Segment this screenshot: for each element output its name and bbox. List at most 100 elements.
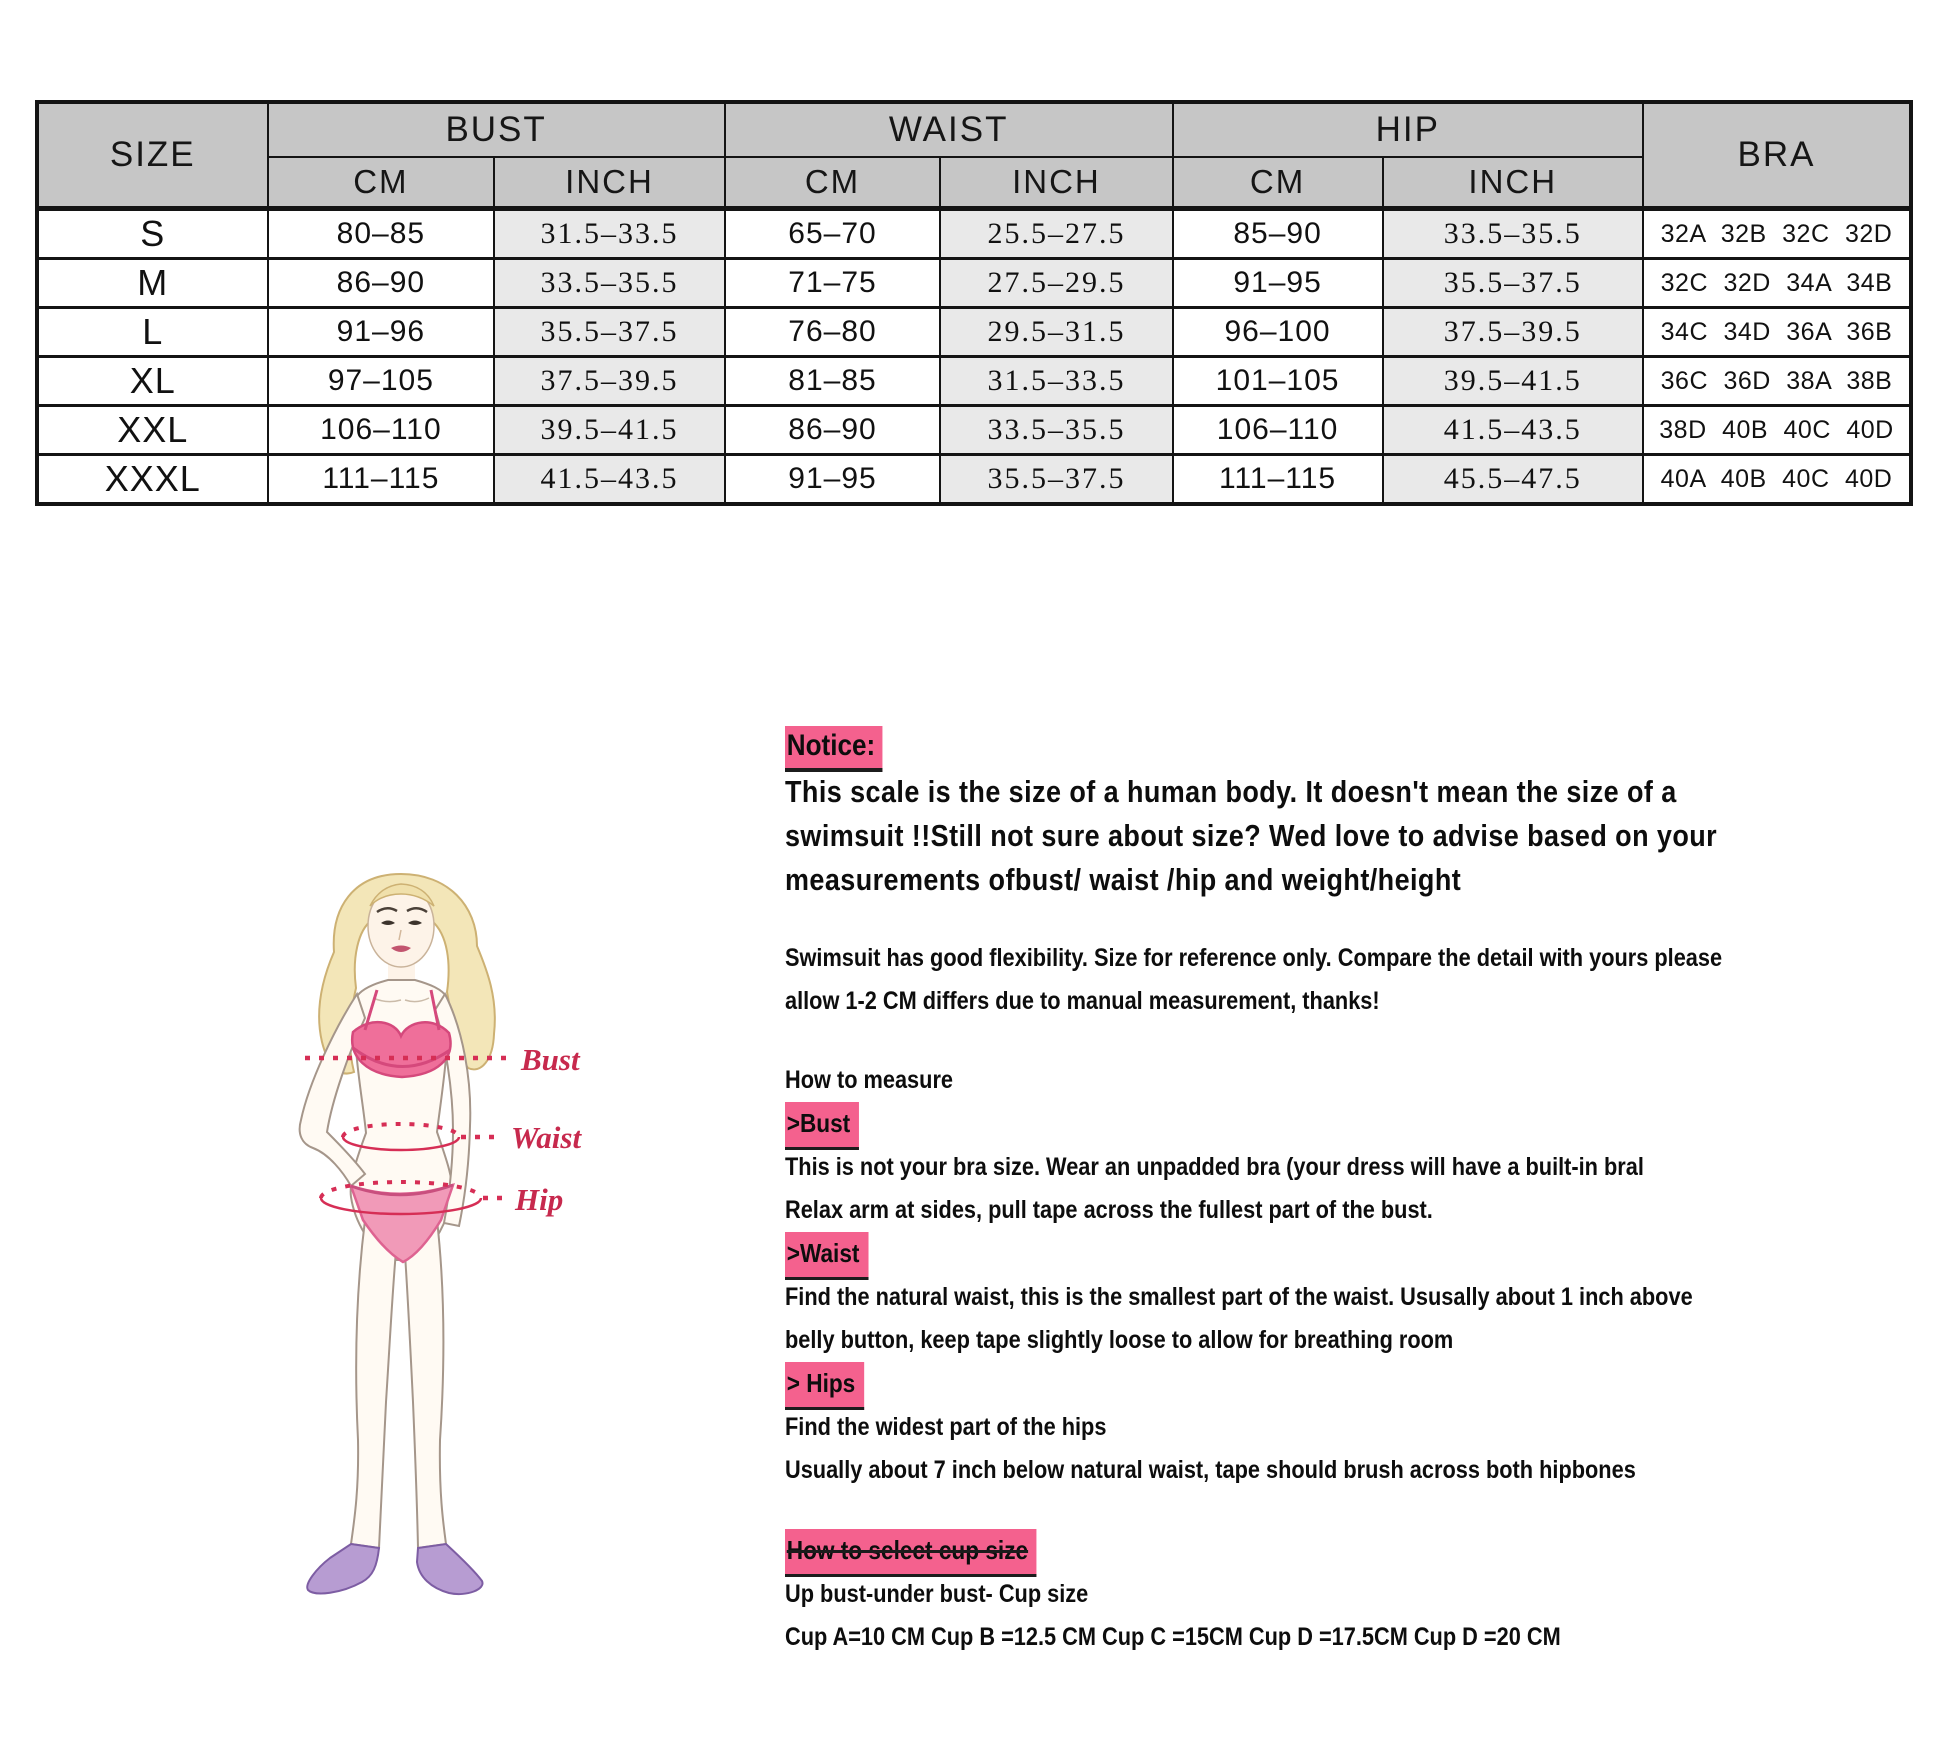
waist-cm-cell: 71–75: [723, 257, 942, 309]
waist-heading-highlight: >Waist: [785, 1232, 869, 1280]
header-waist-cm: CM: [723, 156, 942, 210]
bust-cm-cell: 91–96: [266, 306, 496, 358]
bust-cm-cell: 86–90: [266, 257, 496, 309]
notice-intro-line: measurements ofbust/ waist /hip and weig…: [785, 862, 1462, 897]
hair-fringe: [369, 883, 435, 907]
bikini-strap-left: [363, 989, 379, 1031]
lips: [391, 945, 411, 952]
header-hip-inch: INCH: [1381, 156, 1644, 210]
hips-section-heading: > Hips: [785, 1362, 1912, 1410]
arm-right: [433, 991, 472, 1228]
waist-instruction-line: Find the natural waist, this is the smal…: [785, 1283, 1693, 1311]
cup-size-heading: How to select cup size: [785, 1529, 1912, 1577]
bikini-strap-right: [429, 989, 441, 1031]
hip-cm-cell: 106–110: [1171, 404, 1384, 456]
waist-inch-cell: 33.5–35.5: [939, 404, 1174, 456]
hip-cm-cell: 101–105: [1171, 355, 1384, 407]
size-label: L: [36, 306, 269, 358]
bust-inch-cell: 39.5–41.5: [493, 404, 726, 456]
hips-heading-highlight: > Hips: [785, 1362, 864, 1410]
waist-inch-cell: 27.5–29.5: [939, 257, 1174, 309]
size-label: XL: [36, 355, 269, 407]
bra-cell: 38D 40B 40C 40D: [1641, 404, 1913, 456]
waist-cm-cell: 91–95: [723, 453, 942, 505]
table-row-xxxl: XXXL 111–115 41.5–43.5 91–95 35.5–37.5 1…: [36, 453, 1913, 505]
header-size: SIZE: [36, 101, 269, 210]
header-waist: WAIST: [723, 101, 1174, 158]
waist-inch-cell: 35.5–37.5: [939, 453, 1174, 505]
figure-illustration: Bust Waist Hip: [298, 872, 582, 1595]
nose: [398, 929, 402, 941]
waist-cm-cell: 81–85: [723, 355, 942, 407]
notice-column: Notice: This scale is the size of a huma…: [785, 726, 1912, 1659]
notice-intro-line: This scale is the size of a human body. …: [785, 774, 1677, 809]
size-label: XXL: [36, 404, 269, 456]
bust-inch-cell: 37.5–39.5: [493, 355, 726, 407]
arm-left: [298, 991, 367, 1188]
bust-instruction-line: This is not your bra size. Wear an unpad…: [785, 1153, 1644, 1181]
measurement-figure: Bust Waist Hip: [205, 680, 625, 1620]
header-bust: BUST: [266, 101, 726, 158]
header-hip-cm: CM: [1171, 156, 1384, 210]
bust-cm-cell: 111–115: [266, 453, 496, 505]
hip-cm-cell: 85–90: [1171, 207, 1384, 260]
bust-cm-cell: 97–105: [266, 355, 496, 407]
waist-cm-cell: 86–90: [723, 404, 942, 456]
bra-cell: 36C 36D 38A 38B: [1641, 355, 1913, 407]
cup-size-line: Up bust-under bust- Cup size: [785, 1580, 1089, 1608]
header-waist-inch: INCH: [939, 156, 1174, 210]
waist-ellipse-top: [341, 1122, 461, 1138]
hip-ellipse-bottom: [319, 1197, 483, 1216]
eye-left: [381, 920, 395, 925]
size-chart-table: SIZE BUST WAIST HIP BRA CM INCH CM INCH …: [35, 100, 1913, 506]
hip-inch-cell: 41.5–43.5: [1381, 404, 1644, 456]
bust-inch-cell: 41.5–43.5: [493, 453, 726, 505]
bust-instruction-line: Relax arm at sides, pull tape across the…: [785, 1196, 1433, 1224]
leg-right: [402, 1218, 448, 1550]
bust-cm-cell: 80–85: [266, 207, 496, 260]
table-row-s: S 80–85 31.5–33.5 65–70 25.5–27.5 85–90 …: [36, 207, 1913, 260]
bust-inch-cell: 31.5–33.5: [493, 207, 726, 260]
flexibility-line: Swimsuit has good flexibility. Size for …: [785, 944, 1723, 972]
waist-label: Waist: [511, 1120, 582, 1155]
hip-cm-cell: 96–100: [1171, 306, 1384, 358]
waist-section-heading: >Waist: [785, 1232, 1912, 1280]
flexibility-line: allow 1-2 CM differs due to manual measu…: [785, 987, 1380, 1015]
hip-inch-cell: 33.5–35.5: [1381, 207, 1644, 260]
notice-heading-highlight: Notice:: [785, 726, 883, 772]
hip-inch-cell: 39.5–41.5: [1381, 355, 1644, 407]
leg-left: [349, 1218, 399, 1550]
size-label: S: [36, 207, 269, 260]
bust-cm-cell: 106–110: [266, 404, 496, 456]
notice-heading: Notice:: [785, 726, 1912, 772]
bikini-bottom-band: [350, 1183, 454, 1197]
waist-cm-cell: 76–80: [723, 306, 942, 358]
size-label: M: [36, 257, 269, 309]
bra-cell: 32C 32D 34A 34B: [1641, 257, 1913, 309]
eye-right: [408, 920, 422, 925]
waist-inch-cell: 31.5–33.5: [939, 355, 1174, 407]
bra-cell: 34C 34D 36A 36B: [1641, 306, 1913, 358]
how-to-measure-heading: How to measure: [785, 1066, 954, 1094]
table-row-xl: XL 97–105 37.5–39.5 81–85 31.5–33.5 101–…: [36, 355, 1913, 407]
hip-cm-cell: 111–115: [1171, 453, 1384, 505]
hip-ellipse-top: [319, 1180, 483, 1199]
cup-size-line: Cup A=10 CM Cup B =12.5 CM Cup C =15CM C…: [785, 1623, 1561, 1651]
eyebrow-right: [406, 907, 428, 914]
hip-inch-cell: 35.5–37.5: [1381, 257, 1644, 309]
shoe-right: [415, 1542, 484, 1595]
hips-instruction-line: Usually about 7 inch below natural waist…: [785, 1456, 1636, 1484]
eyebrow-left: [376, 907, 398, 914]
bra-cell: 40A 40B 40C 40D: [1641, 453, 1913, 505]
table-row-m: M 86–90 33.5–35.5 71–75 27.5–29.5 91–95 …: [36, 257, 1913, 309]
waist-ellipse-bottom: [341, 1136, 461, 1152]
bust-section-heading: >Bust: [785, 1102, 1912, 1150]
header-bust-inch: INCH: [493, 156, 726, 210]
hip-inch-cell: 45.5–47.5: [1381, 453, 1644, 505]
header-bust-cm: CM: [266, 156, 496, 210]
bust-inch-cell: 35.5–37.5: [493, 306, 726, 358]
table-row-l: L 91–96 35.5–37.5 76–80 29.5–31.5 96–100…: [36, 306, 1913, 358]
hip-cm-cell: 91–95: [1171, 257, 1384, 309]
bust-heading-highlight: >Bust: [785, 1102, 859, 1150]
